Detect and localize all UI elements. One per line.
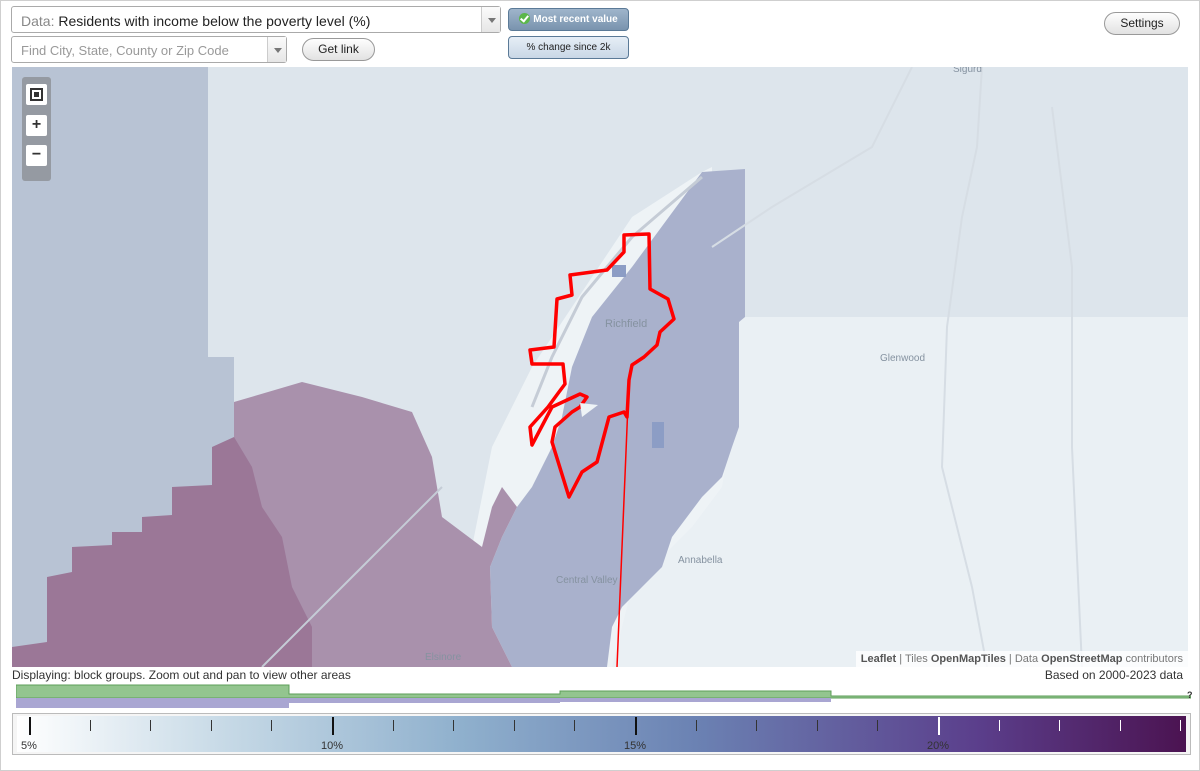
zoom-out-button[interactable]: − xyxy=(26,145,47,166)
north-region xyxy=(208,67,1188,667)
map-attribution: Leaflet | Tiles OpenMapTiles | Data Open… xyxy=(855,651,1188,667)
selected-area-outline xyxy=(528,232,676,499)
chevron-down-icon[interactable] xyxy=(481,7,500,32)
place-label: Sigurd xyxy=(953,67,982,75)
southwest-region-a xyxy=(234,382,517,667)
distribution-strip xyxy=(16,684,1191,708)
legend-tick xyxy=(938,717,940,735)
legend-tick xyxy=(816,720,818,731)
legend-tick xyxy=(1180,720,1182,731)
legend-tick xyxy=(998,720,1000,731)
legend-tick xyxy=(1119,720,1121,731)
help-icon[interactable]: ? xyxy=(1187,690,1193,700)
legend-tick xyxy=(695,720,697,731)
legend-label: 20% xyxy=(926,740,950,752)
legend-tick xyxy=(574,720,576,731)
fullscreen-icon xyxy=(30,88,43,101)
richfield-corridor-region xyxy=(490,169,745,667)
location-search-placeholder: Find City, State, County or Zip Code xyxy=(21,43,229,58)
place-label: Glenwood xyxy=(880,353,926,364)
get-link-button[interactable]: Get link xyxy=(302,38,375,61)
data-years-note: Based on 2000-2023 data xyxy=(1044,668,1183,682)
display-level-note: Displaying: block groups. Zoom out and p… xyxy=(12,668,351,682)
legend-tick xyxy=(877,720,879,731)
southwest-region-b xyxy=(12,437,312,667)
place-label: Central Valley xyxy=(556,575,618,586)
legend-tick xyxy=(271,720,273,731)
legend-tick xyxy=(1059,720,1061,731)
zoom-control: + − xyxy=(22,77,51,181)
legend-tick xyxy=(150,720,152,731)
settings-button[interactable]: Settings xyxy=(1104,12,1180,35)
legend-tick xyxy=(635,717,637,735)
legend-label: 5% xyxy=(21,740,37,752)
place-label: Elsinore xyxy=(425,652,462,663)
place-label: Richfield xyxy=(605,318,648,330)
most-recent-label: Most recent value xyxy=(533,14,618,25)
percent-change-toggle[interactable]: % change since 2k xyxy=(508,36,629,59)
map-view[interactable]: + − Sigurd Richfield Glenwood Central Va… xyxy=(12,67,1188,667)
data-select[interactable]: Data: Residents with income below the po… xyxy=(11,6,501,33)
location-search-input[interactable]: Find City, State, County or Zip Code xyxy=(11,36,287,63)
legend-tick xyxy=(453,720,455,731)
legend-gradient xyxy=(17,716,1186,752)
fullscreen-button[interactable] xyxy=(26,84,47,105)
legend-tick xyxy=(29,717,31,735)
legend-label: 10% xyxy=(320,740,344,752)
legend-tick xyxy=(513,720,515,731)
data-select-label: Data: Residents with income below the po… xyxy=(21,13,371,29)
check-icon xyxy=(519,13,531,24)
legend-label: 15% xyxy=(623,740,647,752)
legend-tick xyxy=(210,720,212,731)
place-label: Annabella xyxy=(678,555,723,566)
leaflet-link[interactable]: Leaflet xyxy=(860,653,897,665)
chevron-down-icon[interactable] xyxy=(267,37,286,62)
color-legend: 5% 10% 15% 20% xyxy=(12,713,1191,755)
openmaptiles-link[interactable]: OpenMapTiles xyxy=(930,653,1006,665)
legend-tick xyxy=(89,720,91,731)
openstreetmap-link[interactable]: OpenStreetMap xyxy=(1041,653,1123,665)
legend-tick xyxy=(756,720,758,731)
legend-tick xyxy=(332,717,334,735)
map-canvas xyxy=(12,67,1188,667)
zoom-in-button[interactable]: + xyxy=(26,115,47,136)
most-recent-value-toggle[interactable]: Most recent value xyxy=(508,8,629,31)
east-region xyxy=(612,317,1188,667)
legend-tick xyxy=(392,720,394,731)
